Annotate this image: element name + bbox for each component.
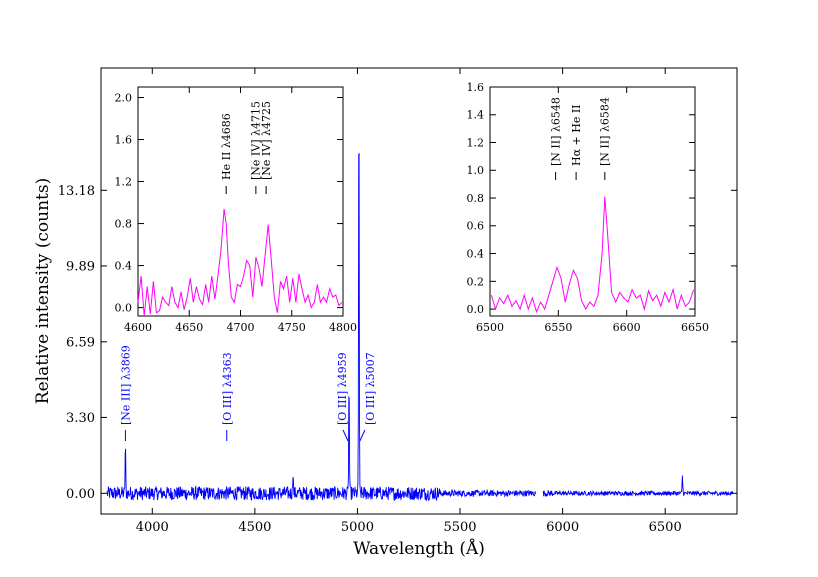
main-x-ticks: 4000 4500 5000 5500 6000 6500: [136, 68, 682, 535]
main-y-tick-label: 0.00: [66, 487, 95, 502]
inset-left-x-tick-label: 4600: [124, 321, 152, 334]
inset-right-annotation-label: Hα + He II: [570, 104, 583, 166]
inset-left-x-tick-label: 4800: [329, 321, 357, 334]
inset-right-annotation-label: [N II] λ6548: [549, 97, 562, 166]
main-line-annotations: [Ne III] λ3869 [O III] λ4363 [O III] λ4959…: [119, 345, 377, 442]
main-spectrum-line: [106, 152, 734, 502]
inset-left-annotation-label: He II λ4686: [220, 113, 233, 180]
inset-right-x-tick-label: 6550: [544, 321, 572, 334]
inset-right-y-tick-label: 1.2: [467, 136, 485, 149]
main-annotation-label: [O III] λ4959: [336, 352, 349, 425]
inset-left-y-tick-label: 1.6: [115, 133, 133, 146]
inset-right-y-tick-label: 0.2: [467, 275, 485, 288]
main-annotation-label: [O III] λ4363: [221, 352, 234, 425]
inset-left-spectrum-line: [137, 208, 343, 317]
inset-right-ticks: 6500 6550 6600 6650 0.0 0.2 0.4 0.6 0.8 1.0 1.2 1.4…: [467, 81, 710, 334]
main-annotation: [O III] λ5007: [359, 352, 377, 442]
main-y-tick-label: 13.18: [58, 184, 95, 199]
inset-right-x-tick-label: 6600: [613, 321, 641, 334]
inset-right-y-tick-label: 0.6: [467, 220, 485, 233]
inset-right-frame: [489, 86, 696, 317]
main-x-axis-label: Wavelength (Å): [353, 538, 485, 559]
inset-left-y-tick-label: 0.8: [115, 218, 133, 231]
inset-right-spectrum-line: [490, 196, 695, 314]
inset-right-y-tick-label: 1.0: [467, 164, 485, 177]
main-x-tick-label: 4000: [136, 520, 169, 535]
inset-left-x-tick-label: 4650: [175, 321, 203, 334]
inset-left-annotation-label: [Ne IV] λ4715: [250, 101, 263, 180]
main-x-tick-label: 4500: [238, 520, 271, 535]
main-annotation: [O III] λ4959: [336, 352, 349, 442]
inset-left-y-tick-label: 2.0: [115, 91, 133, 104]
main-y-axis-label: Relative intensity (counts): [33, 178, 53, 404]
inset-right-y-tick-label: 1.6: [467, 81, 485, 94]
inset-left-x-tick-label: 4750: [278, 321, 306, 334]
inset-right-y-tick-label: 0.8: [467, 192, 485, 205]
main-annotation-label: [Ne III] λ3869: [119, 345, 132, 425]
main-y-tick-label: 6.59: [66, 335, 95, 350]
inset-left-ticks: 4600 4650 4700 4750 4800 0.0 0.4 0.8 1.2 1.6 2.0: [115, 87, 357, 334]
main-x-tick-label: 6500: [649, 520, 682, 535]
main-y-ticks: 0.00 3.30 6.59 9.89 13.18: [58, 184, 737, 502]
inset-left-y-tick-label: 0.0: [115, 302, 133, 315]
main-plot: 4000 4500 5000 5500 6000 6500 0.00 3.30 6.59 9.8…: [33, 67, 738, 559]
inset-left-x-tick-label: 4700: [227, 321, 255, 334]
inset-right-y-tick-label: 0.4: [467, 248, 485, 261]
main-y-tick-label: 9.89: [66, 260, 95, 275]
main-annotation-tick: [359, 429, 366, 442]
main-y-tick-label: 3.30: [66, 411, 95, 426]
inset-right-plot: 6500 6550 6600 6650 0.0 0.2 0.4 0.6 0.8 1.0 1.2 1.4…: [467, 81, 710, 334]
inset-right-y-tick-label: 1.4: [467, 109, 485, 122]
inset-right-y-tick-label: 0.0: [467, 303, 485, 316]
inset-left-frame: [137, 86, 344, 317]
main-annotation-tick: [342, 429, 349, 442]
inset-left-annotation-label: [Ne IV] λ4725: [260, 101, 273, 180]
main-annotation-label: [O III] λ5007: [364, 352, 377, 425]
main-annotation: [Ne III] λ3869: [119, 345, 132, 441]
inset-left-y-tick-label: 1.2: [115, 176, 133, 189]
main-x-tick-label: 6000: [546, 520, 579, 535]
inset-right-x-tick-label: 6650: [681, 321, 709, 334]
inset-right-annotations: [N II] λ6548 Hα + He II [N II] λ6584: [549, 97, 612, 180]
main-x-tick-label: 5000: [341, 520, 374, 535]
inset-right-x-tick-label: 6500: [476, 321, 504, 334]
main-plot-frame: [100, 67, 738, 515]
inset-left-annotations: He II λ4686 [Ne IV] λ4715[Ne IV] λ4725: [220, 101, 273, 194]
inset-left-y-tick-label: 0.4: [115, 260, 133, 273]
main-x-tick-label: 5500: [443, 520, 476, 535]
main-annotation: [O III] λ4363: [221, 352, 234, 441]
inset-right-annotation-label: [N II] λ6584: [599, 97, 612, 166]
inset-left-plot: 4600 4650 4700 4750 4800 0.0 0.4 0.8 1.2 1.6 2.0 H…: [115, 86, 357, 334]
